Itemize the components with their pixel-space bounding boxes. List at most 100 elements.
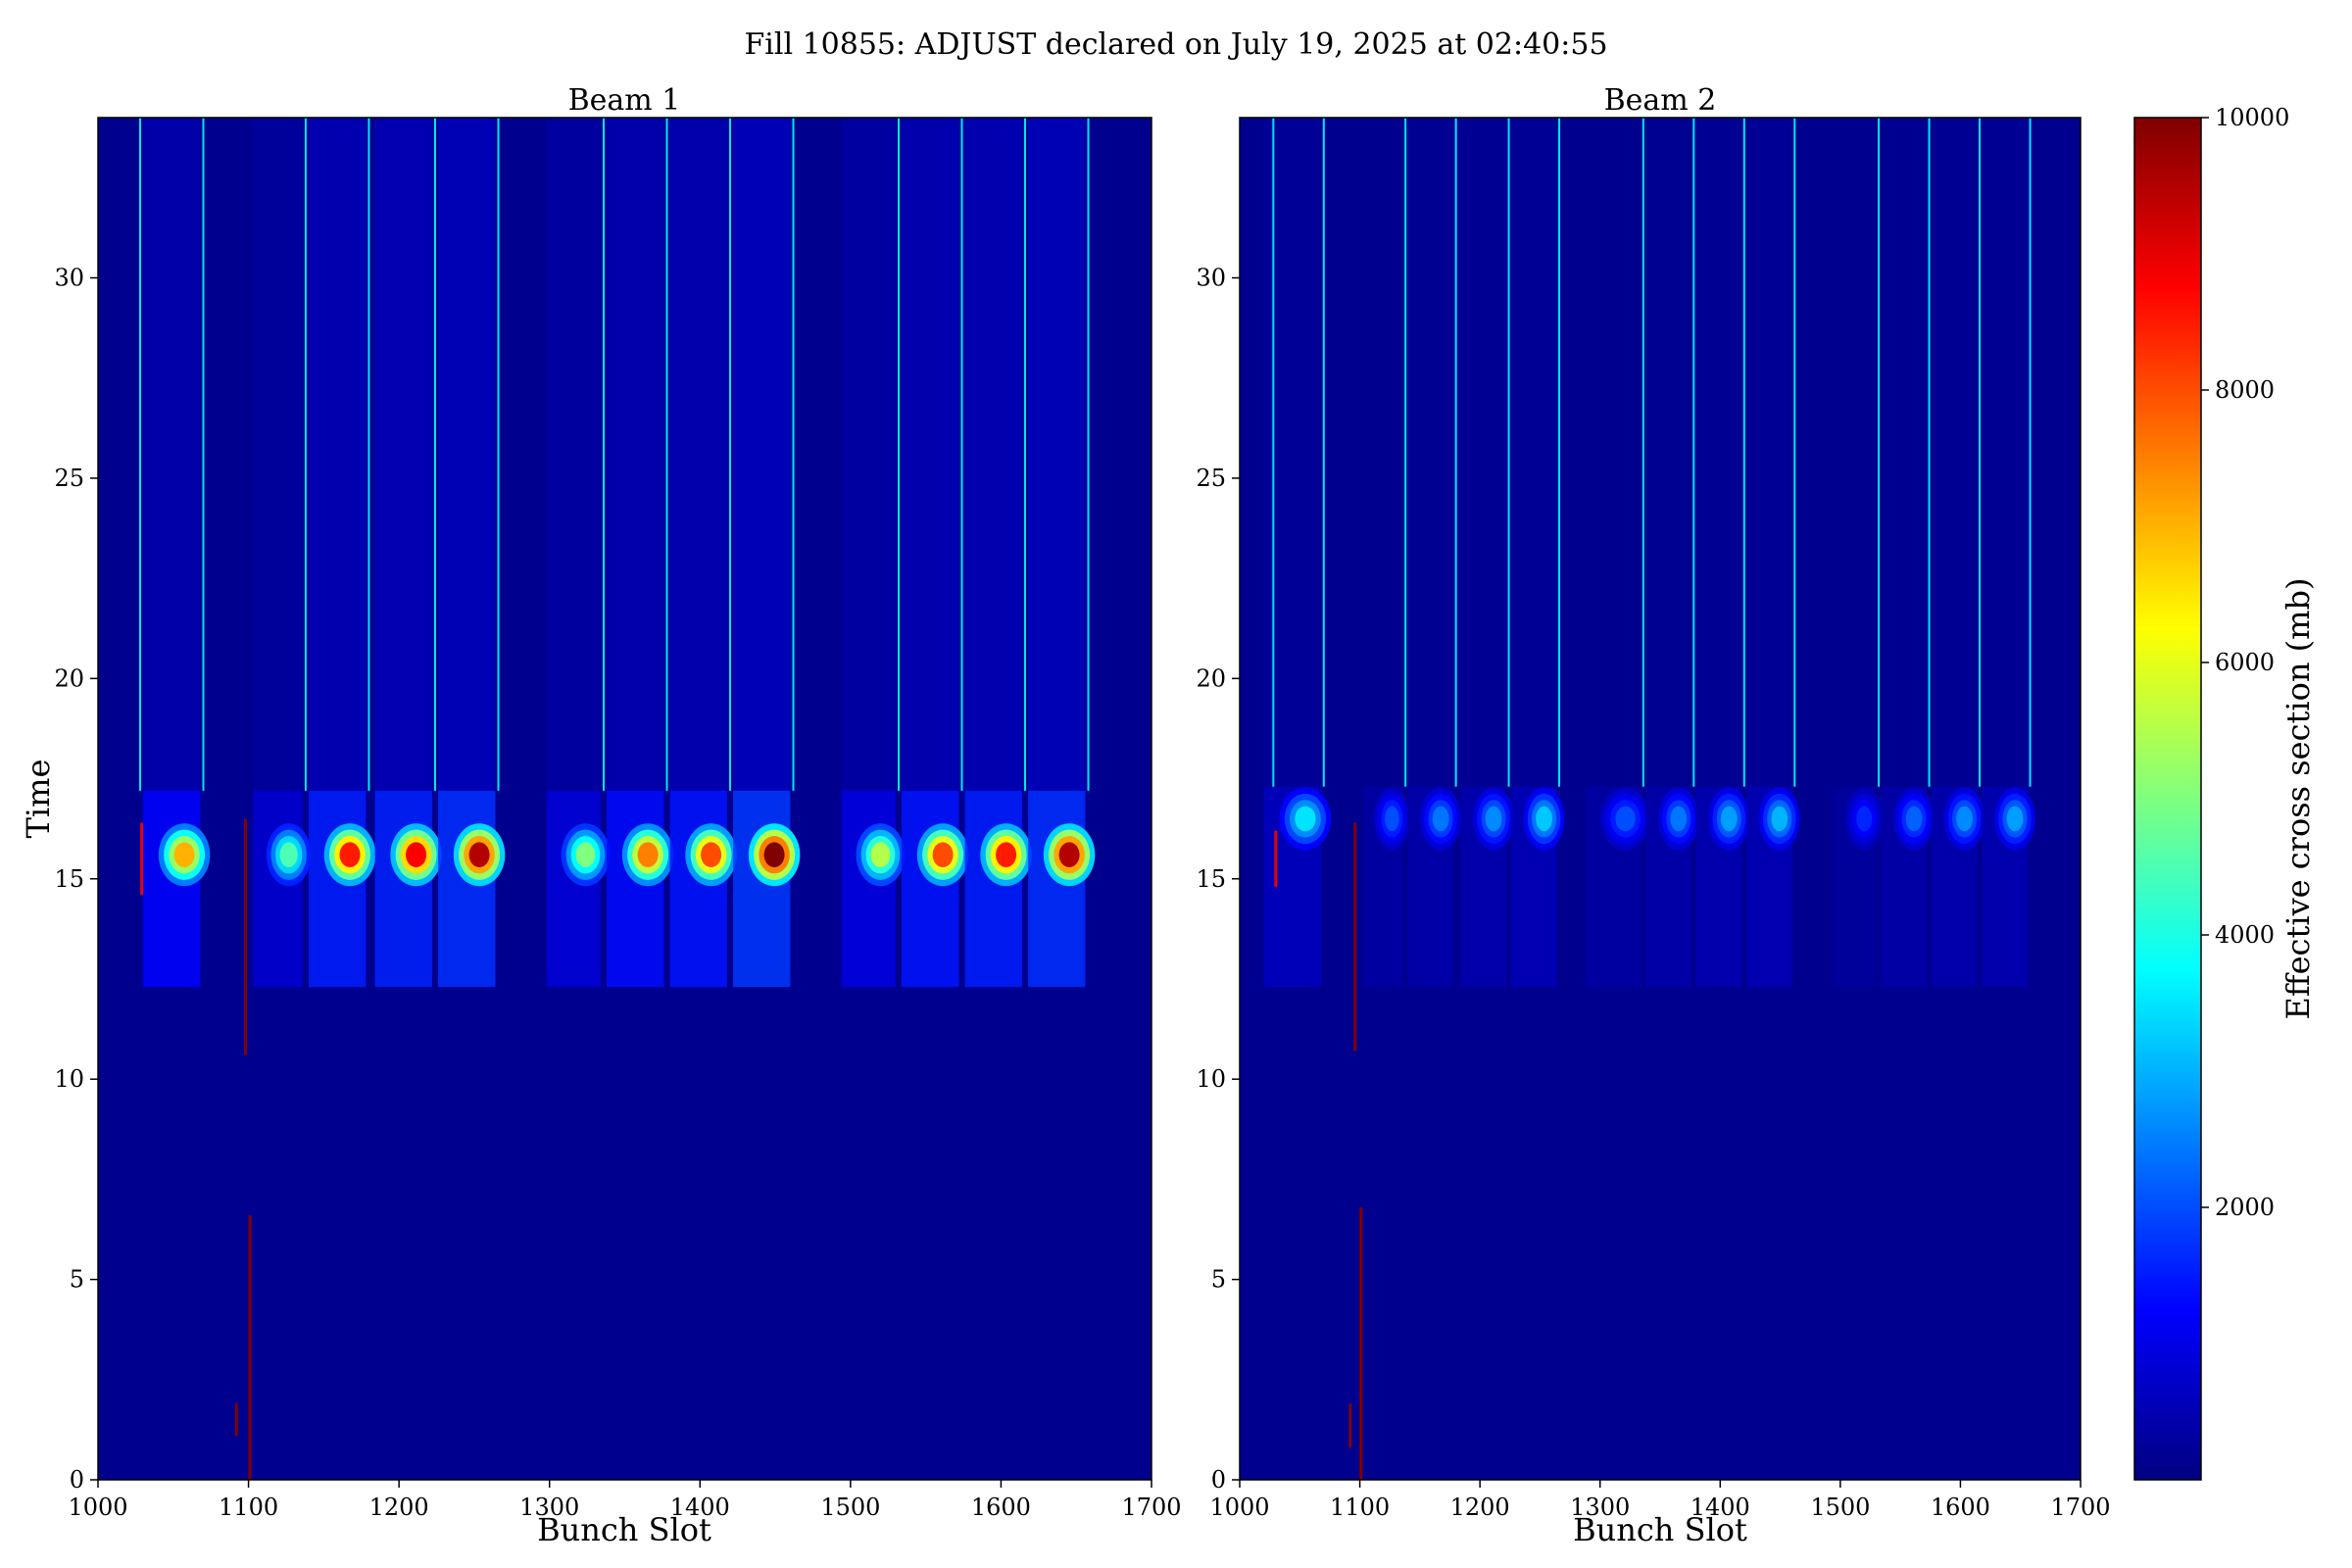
bunch-train bbox=[309, 118, 376, 988]
panel-title: Beam 2 bbox=[1604, 83, 1717, 118]
bunch-train bbox=[546, 118, 611, 988]
bunch-peak bbox=[2006, 806, 2024, 832]
bunch-peak bbox=[173, 842, 195, 868]
activity-band bbox=[253, 790, 303, 988]
bunch-train bbox=[669, 118, 737, 988]
decay-tail bbox=[841, 118, 896, 791]
bunch-train bbox=[143, 118, 211, 988]
x-tick-label: 1400 bbox=[670, 1494, 730, 1521]
activity-band bbox=[438, 790, 496, 988]
bunch-peak bbox=[637, 842, 659, 868]
decay-tail bbox=[1695, 118, 1742, 787]
bunch-peak bbox=[1956, 806, 1973, 832]
y-tick-label: 0 bbox=[1211, 1466, 1226, 1494]
bunch-train bbox=[1511, 118, 1565, 988]
activity-band bbox=[143, 790, 201, 988]
x-tick-label: 1000 bbox=[68, 1494, 127, 1521]
colorbar-ticks: 2000 4000 6000 8000 10000 bbox=[2201, 104, 2289, 1221]
decay-tail bbox=[902, 118, 959, 791]
bunch-peak bbox=[406, 842, 427, 868]
bunch-train bbox=[1932, 118, 1985, 988]
bunch-peak bbox=[1856, 806, 1873, 832]
x-axis: 1000 1100 1200 1300 1400 1500 1600 1700 bbox=[68, 1480, 1182, 1521]
bunch-peak bbox=[1905, 806, 1923, 832]
x-tick-label: 1500 bbox=[820, 1494, 880, 1521]
bunch-peak bbox=[996, 842, 1017, 868]
axes-frame bbox=[97, 117, 1152, 1481]
y-tick-label: 30 bbox=[54, 265, 84, 292]
bunch-train bbox=[1645, 118, 1699, 988]
decay-tail bbox=[1932, 118, 1978, 787]
bunch-train bbox=[1028, 118, 1096, 988]
bunch-train bbox=[438, 118, 506, 988]
activity-band bbox=[546, 790, 601, 988]
x-tick-label: 1300 bbox=[1570, 1494, 1630, 1521]
bunch-peak bbox=[1385, 806, 1399, 832]
decay-tail bbox=[253, 118, 303, 791]
heatmap-area bbox=[1240, 118, 2081, 1480]
bunch-train bbox=[1833, 118, 1885, 988]
colorbar: 2000 4000 6000 8000 10000 Effective cross se… bbox=[2133, 104, 2317, 1481]
y-tick-label: 20 bbox=[1196, 664, 1226, 692]
bunch-train bbox=[964, 118, 1032, 988]
decay-tail bbox=[309, 118, 367, 791]
decay-tail bbox=[1028, 118, 1086, 791]
bunch-peak bbox=[1720, 806, 1738, 832]
y-axis-label: Time bbox=[20, 760, 57, 839]
x-axis-label: Bunch Slot bbox=[537, 1511, 711, 1548]
bunch-train bbox=[1695, 118, 1750, 988]
activity-band bbox=[902, 790, 959, 988]
bunch-peak bbox=[932, 842, 954, 868]
y-tick-label: 5 bbox=[70, 1266, 84, 1294]
colorbar-tick-label: 4000 bbox=[2215, 921, 2275, 949]
heatmap-area bbox=[98, 118, 1152, 1480]
bunch-peak bbox=[1536, 806, 1552, 832]
x-tick-label: 1100 bbox=[219, 1494, 278, 1521]
bunch-peak bbox=[468, 842, 490, 868]
bunch-train bbox=[841, 118, 906, 988]
x-tick-label: 1700 bbox=[2050, 1494, 2110, 1521]
colorbar-label: Effective cross section (mb) bbox=[2279, 578, 2317, 1020]
decay-tail bbox=[1746, 118, 1792, 787]
x-tick-label: 1000 bbox=[1209, 1494, 1269, 1521]
bunch-peak bbox=[870, 842, 891, 868]
bunch-train bbox=[1407, 118, 1462, 988]
y-tick-label: 25 bbox=[54, 465, 84, 492]
bunch-peak bbox=[1485, 806, 1502, 832]
decay-tail bbox=[1833, 118, 1877, 787]
decay-tail bbox=[1881, 118, 1928, 787]
y-tick-label: 15 bbox=[54, 865, 84, 893]
bunch-peak bbox=[701, 842, 722, 868]
figure-title: Fill 10855: ADJUST declared on July 19, … bbox=[744, 27, 1607, 62]
activity-band bbox=[733, 790, 791, 988]
colorbar-tick-label: 6000 bbox=[2215, 649, 2275, 676]
bunch-train bbox=[607, 118, 674, 988]
axes-frame bbox=[1239, 117, 2082, 1481]
decay-tail bbox=[964, 118, 1022, 791]
decay-tail bbox=[1586, 118, 1642, 787]
x-tick-label: 1400 bbox=[1690, 1494, 1750, 1521]
activity-band bbox=[607, 790, 664, 988]
activity-band bbox=[964, 790, 1022, 988]
bunch-train bbox=[1746, 118, 1800, 988]
y-tick-label: 10 bbox=[54, 1065, 84, 1093]
decay-tail bbox=[1511, 118, 1557, 787]
bunch-train bbox=[1460, 118, 1515, 988]
bunch-train bbox=[1881, 118, 1936, 988]
panel-beam-1: Beam 1 1000 1100 1200 1300 1400 1500 1600 1700 … bbox=[20, 83, 1182, 1548]
x-tick-label: 1600 bbox=[971, 1494, 1031, 1521]
x-tick-label: 1100 bbox=[1330, 1494, 1390, 1521]
bunch-train bbox=[902, 118, 969, 988]
decay-tail bbox=[607, 118, 664, 791]
colorbar-frame bbox=[2133, 117, 2202, 1481]
activity-band bbox=[669, 790, 727, 988]
decay-tail bbox=[1645, 118, 1691, 787]
bunch-peak bbox=[763, 842, 785, 868]
y-axis: 0 5 10 15 20 25 30 bbox=[54, 265, 98, 1494]
colorbar-gradient bbox=[2134, 118, 2201, 1480]
bunch-train bbox=[1586, 118, 1650, 988]
y-tick-label: 5 bbox=[1211, 1266, 1226, 1294]
y-tick-label: 0 bbox=[70, 1466, 84, 1494]
decay-tail bbox=[1407, 118, 1454, 787]
